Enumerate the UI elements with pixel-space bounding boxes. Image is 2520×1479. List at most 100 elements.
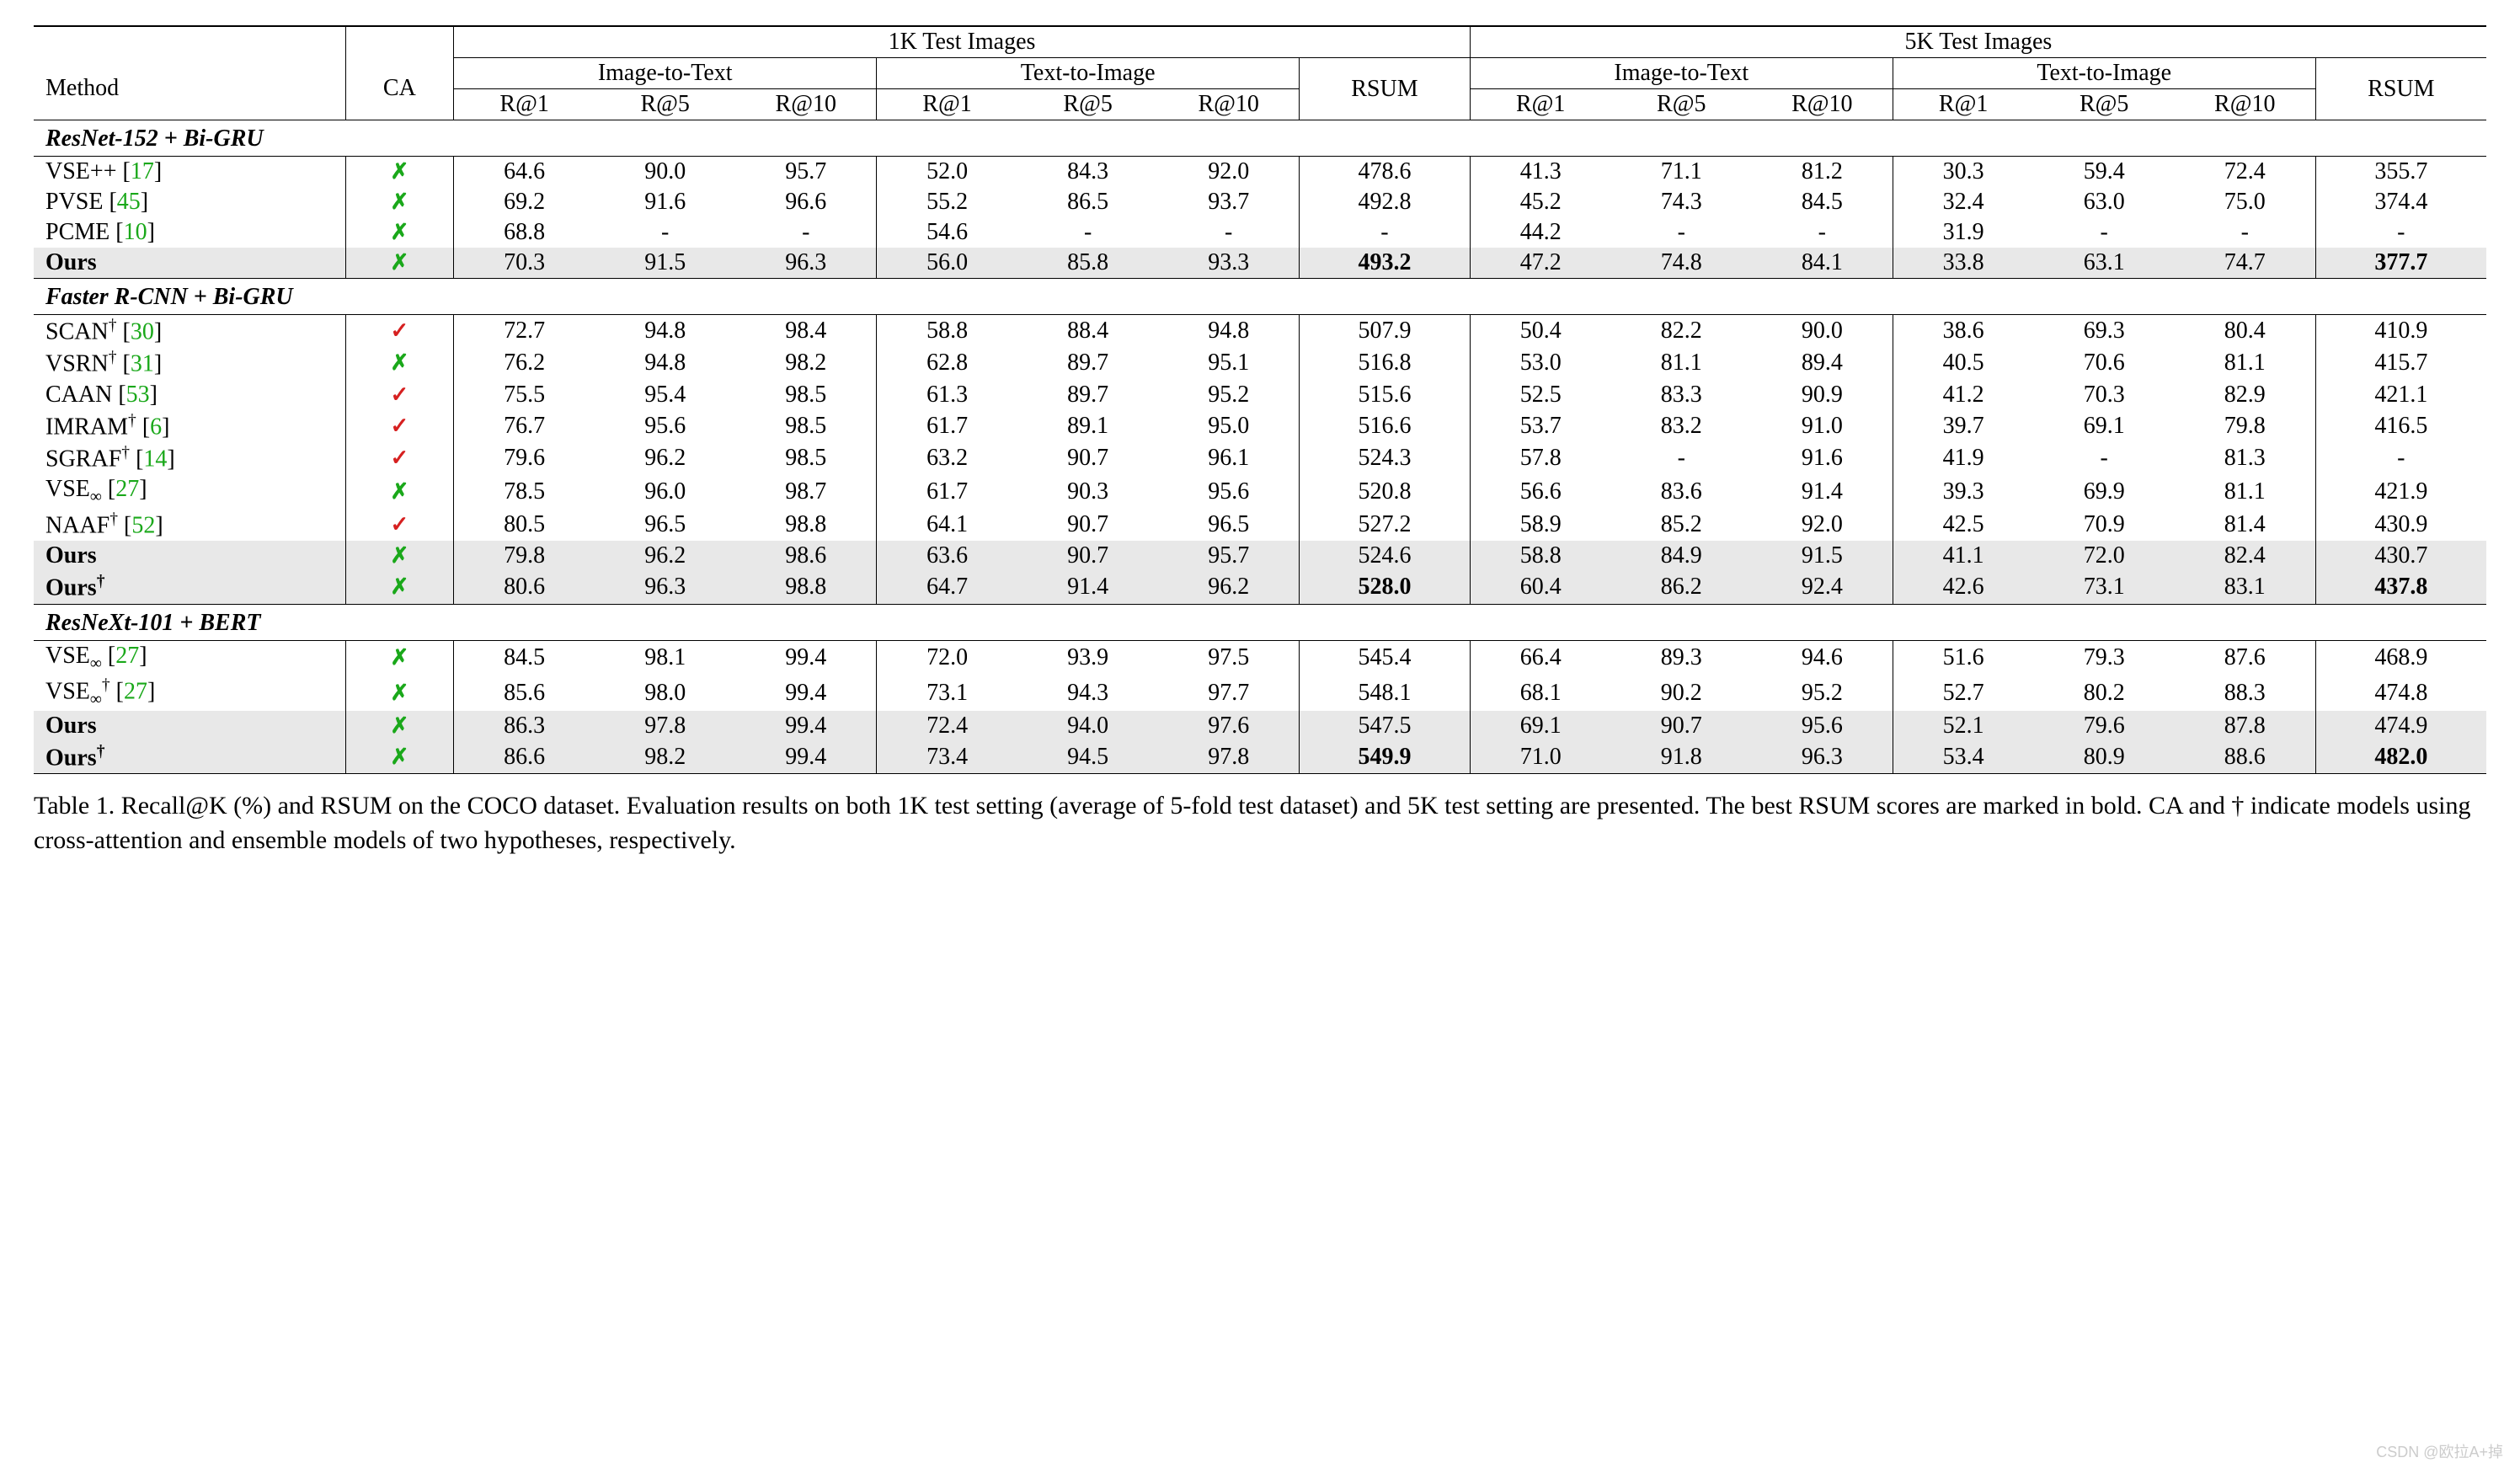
- value-cell: 84.1: [1752, 248, 1893, 279]
- ca-cell: ✗: [345, 157, 454, 188]
- value-cell: 79.8: [2175, 410, 2315, 442]
- table-row: PVSE [45]✗69.291.696.655.286.593.7492.84…: [34, 187, 2486, 217]
- value-cell: 516.8: [1300, 347, 1471, 379]
- value-cell: 93.3: [1158, 248, 1299, 279]
- value-cell: 83.1: [2175, 571, 2315, 604]
- value-cell: 91.4: [1752, 474, 1893, 509]
- value-cell: -: [1611, 442, 1752, 474]
- value-cell: 71.0: [1470, 741, 1610, 774]
- value-cell: 61.3: [877, 380, 1017, 410]
- value-cell: 39.3: [1893, 474, 2033, 509]
- value-cell: -: [2315, 442, 2486, 474]
- value-cell: 59.4: [2034, 157, 2175, 188]
- cross-icon: ✗: [390, 350, 408, 375]
- value-cell: 524.6: [1300, 541, 1471, 571]
- value-cell: 94.6: [1752, 640, 1893, 675]
- section-title: ResNeXt-101 + BERT: [34, 604, 2486, 640]
- value-cell: 96.2: [1158, 571, 1299, 604]
- value-cell: 87.8: [2175, 711, 2315, 741]
- value-cell: 81.2: [1752, 157, 1893, 188]
- value-cell: 96.0: [595, 474, 735, 509]
- table-body: ResNet-152 + Bi-GRUVSE++ [17]✗64.690.095…: [34, 120, 2486, 775]
- value-cell: 53.4: [1893, 741, 2033, 774]
- ca-cell: ✗: [345, 541, 454, 571]
- header-row-groups: 1K Test Images 5K Test Images: [34, 26, 2486, 58]
- value-cell: 72.4: [877, 711, 1017, 741]
- value-cell: 75.5: [454, 380, 595, 410]
- value-cell: 58.8: [1470, 541, 1610, 571]
- value-cell: 89.7: [1017, 347, 1158, 379]
- value-cell: 32.4: [1893, 187, 2033, 217]
- value-cell: 90.2: [1611, 675, 1752, 711]
- value-cell: 91.0: [1752, 410, 1893, 442]
- value-cell: 80.9: [2034, 741, 2175, 774]
- value-cell: 84.3: [1017, 157, 1158, 188]
- method-cell: Ours: [34, 541, 345, 571]
- ca-cell: ✗: [345, 347, 454, 379]
- value-cell: 84.5: [454, 640, 595, 675]
- value-cell: 58.8: [877, 315, 1017, 348]
- value-cell: 91.8: [1611, 741, 1752, 774]
- col-r5: R@5: [1017, 89, 1158, 120]
- method-cell: VSRN† [31]: [34, 347, 345, 379]
- value-cell: 421.1: [2315, 380, 2486, 410]
- ca-cell: ✗: [345, 248, 454, 279]
- value-cell: -: [2034, 217, 2175, 248]
- table-row: VSE∞ [27]✗78.596.098.761.790.395.6520.85…: [34, 474, 2486, 509]
- value-cell: 71.1: [1611, 157, 1752, 188]
- value-cell: 94.5: [1017, 741, 1158, 774]
- method-cell: CAAN [53]: [34, 380, 345, 410]
- ca-cell: ✗: [345, 711, 454, 741]
- value-cell: 41.9: [1893, 442, 2033, 474]
- cross-icon: ✗: [390, 250, 408, 275]
- value-cell: 86.6: [454, 741, 595, 774]
- value-cell: 98.2: [735, 347, 876, 379]
- value-cell: 42.5: [1893, 509, 2033, 541]
- value-cell: 430.7: [2315, 541, 2486, 571]
- value-cell: 72.7: [454, 315, 595, 348]
- table-row: SGRAF† [14]✓79.696.298.563.290.796.1524.…: [34, 442, 2486, 474]
- value-cell: 95.4: [595, 380, 735, 410]
- value-cell: 61.7: [877, 410, 1017, 442]
- table-row: CAAN [53]✓75.595.498.561.389.795.2515.65…: [34, 380, 2486, 410]
- value-cell: 56.0: [877, 248, 1017, 279]
- table-row: Ours†✗86.698.299.473.494.597.8549.971.09…: [34, 741, 2486, 774]
- ca-cell: ✗: [345, 741, 454, 774]
- value-cell: 528.0: [1300, 571, 1471, 604]
- cross-icon: ✗: [390, 574, 408, 599]
- value-cell: 81.1: [1611, 347, 1752, 379]
- value-cell: 97.7: [1158, 675, 1299, 711]
- value-cell: 437.8: [2315, 571, 2486, 604]
- value-cell: 91.5: [1752, 541, 1893, 571]
- value-cell: 492.8: [1300, 187, 1471, 217]
- value-cell: 72.0: [2034, 541, 2175, 571]
- value-cell: 41.1: [1893, 541, 2033, 571]
- value-cell: 90.7: [1017, 442, 1158, 474]
- value-cell: 52.0: [877, 157, 1017, 188]
- method-cell: SGRAF† [14]: [34, 442, 345, 474]
- check-icon: ✓: [390, 414, 408, 438]
- value-cell: 60.4: [1470, 571, 1610, 604]
- value-cell: 97.6: [1158, 711, 1299, 741]
- value-cell: 53.7: [1470, 410, 1610, 442]
- value-cell: 75.0: [2175, 187, 2315, 217]
- value-cell: 79.6: [454, 442, 595, 474]
- col-r5: R@5: [2034, 89, 2175, 120]
- ca-cell: ✗: [345, 217, 454, 248]
- value-cell: 80.4: [2175, 315, 2315, 348]
- value-cell: 40.5: [1893, 347, 2033, 379]
- value-cell: 94.8: [595, 347, 735, 379]
- value-cell: 421.9: [2315, 474, 2486, 509]
- value-cell: 355.7: [2315, 157, 2486, 188]
- value-cell: 98.5: [735, 410, 876, 442]
- value-cell: 99.4: [735, 640, 876, 675]
- value-cell: 91.6: [595, 187, 735, 217]
- value-cell: -: [1017, 217, 1158, 248]
- value-cell: 56.6: [1470, 474, 1610, 509]
- value-cell: 474.9: [2315, 711, 2486, 741]
- col-r1: R@1: [877, 89, 1017, 120]
- value-cell: 416.5: [2315, 410, 2486, 442]
- value-cell: 95.7: [1158, 541, 1299, 571]
- value-cell: -: [1300, 217, 1471, 248]
- check-icon: ✓: [390, 382, 408, 407]
